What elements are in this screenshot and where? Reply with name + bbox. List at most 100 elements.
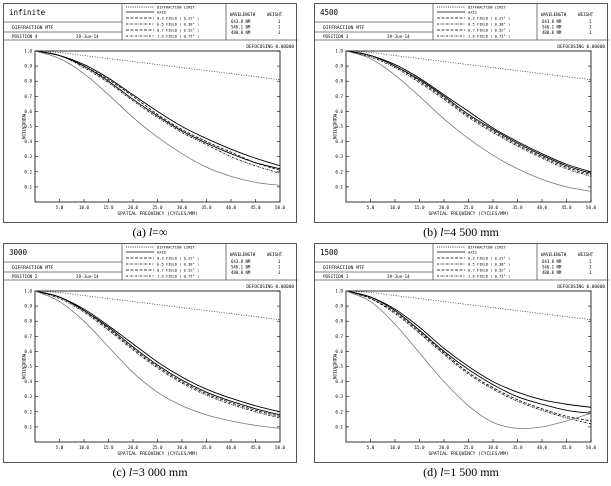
x-tick-label: 5.0 bbox=[56, 205, 64, 210]
date-label: 29-Jun-14 bbox=[76, 34, 99, 39]
y-tick-label: 0.4 bbox=[335, 379, 343, 384]
mtf-series-line bbox=[34, 290, 281, 321]
legend-entry: 0.5 FIELD ( 0.38° ) bbox=[468, 23, 510, 27]
y-axis-label: MODULATION bbox=[332, 114, 337, 140]
y-tick-label: 0.6 bbox=[335, 349, 343, 354]
legend-entry: DIFFRACTION LIMIT bbox=[157, 6, 196, 10]
wavelength-header: WAVELENGTH bbox=[230, 12, 256, 17]
mtf-series-line bbox=[345, 290, 592, 422]
y-tick-label: 0.4 bbox=[335, 139, 343, 144]
configuration-label: 4500 bbox=[320, 8, 339, 17]
x-axis-label: SPATIAL FREQUENCY (CYCLES/MM) bbox=[117, 451, 197, 457]
y-tick-label: 1.0 bbox=[24, 289, 32, 294]
legend-entry: AXIS bbox=[468, 11, 477, 15]
chart-title: DIFFRACTION MTF bbox=[12, 25, 54, 31]
x-tick-label: 35.0 bbox=[201, 205, 212, 210]
y-tick-label: 0.3 bbox=[335, 154, 343, 159]
weight-value: 1 bbox=[589, 265, 592, 270]
x-tick-label: 50.0 bbox=[275, 205, 286, 210]
caption-prefix: (b) bbox=[423, 225, 441, 239]
weight-value: 1 bbox=[589, 259, 592, 264]
legend-entry: 0.7 FIELD ( 0.52° ) bbox=[468, 269, 510, 273]
weight-value: 1 bbox=[589, 270, 592, 275]
mtf-chart-svg: 4500 DIFFRACTION MTF POSITION 3 29-Jun-14 DI… bbox=[315, 4, 609, 217]
mtf-series-line bbox=[34, 50, 281, 171]
y-tick-label: 0.7 bbox=[335, 94, 343, 99]
mtf-series-line bbox=[345, 50, 592, 173]
x-tick-label: 45.0 bbox=[250, 445, 261, 450]
caption-prefix: (d) bbox=[423, 465, 441, 479]
y-tick-label: 0.9 bbox=[335, 304, 343, 309]
x-tick-label: 45.0 bbox=[561, 205, 572, 210]
legend-entry: 0.3 FIELD ( 0.22° ) bbox=[157, 257, 199, 261]
wavelength-header: WAVELENGTH bbox=[541, 252, 567, 257]
mtf-series-line bbox=[345, 50, 592, 174]
wavelength-value: 643.8 NM bbox=[231, 19, 251, 24]
caption-value: =1 500 mm bbox=[443, 465, 499, 479]
y-tick-label: 0.3 bbox=[24, 154, 32, 159]
weight-value: 1 bbox=[589, 30, 592, 35]
weight-value: 1 bbox=[278, 19, 281, 24]
legend-entry: 0.3 FIELD ( 0.22° ) bbox=[468, 257, 510, 261]
legend-entry: DIFFRACTION LIMIT bbox=[468, 246, 507, 250]
caption-prefix: (c) bbox=[112, 465, 129, 479]
mtf-panel: 4500 DIFFRACTION MTF POSITION 3 29-Jun-14 DI… bbox=[314, 3, 609, 223]
caption-prefix: (a) bbox=[132, 225, 149, 239]
configuration-label: 3000 bbox=[9, 248, 28, 257]
x-tick-label: 20.0 bbox=[128, 445, 139, 450]
legend-entry: 1.0 FIELD ( 0.75° ) bbox=[157, 35, 199, 39]
y-tick-label: 0.6 bbox=[24, 349, 32, 354]
wavelength-value: 480.0 NM bbox=[231, 30, 251, 35]
y-tick-label: 0.5 bbox=[24, 124, 32, 129]
weight-value: 1 bbox=[589, 25, 592, 30]
defocusing-label: DEFOCUSING 0.00000 bbox=[246, 284, 294, 290]
position-label: POSITION 4 bbox=[12, 34, 38, 39]
x-tick-label: 10.0 bbox=[79, 205, 90, 210]
mtf-series-line bbox=[345, 290, 592, 321]
x-axis-label: SPATIAL FREQUENCY (CYCLES/MM) bbox=[428, 451, 508, 457]
weight-value: 1 bbox=[589, 19, 592, 24]
mtf-panel: 1500 DIFFRACTION MTF POSITION 1 29-Jun-14 DI… bbox=[314, 243, 609, 463]
x-tick-label: 50.0 bbox=[275, 445, 286, 450]
y-tick-label: 1.0 bbox=[335, 49, 343, 54]
position-label: POSITION 1 bbox=[323, 274, 349, 279]
mtf-series-line bbox=[345, 290, 592, 414]
mtf-series-line bbox=[34, 290, 281, 429]
x-tick-label: 45.0 bbox=[250, 205, 261, 210]
date-label: 29-Jun-14 bbox=[387, 274, 410, 279]
wavelength-header: WAVELENGTH bbox=[541, 12, 567, 17]
y-tick-label: 0.9 bbox=[335, 64, 343, 69]
caption-value: =3 000 mm bbox=[132, 465, 188, 479]
legend-entry: 0.3 FIELD ( 0.22° ) bbox=[157, 17, 199, 21]
legend-entry: 0.7 FIELD ( 0.52° ) bbox=[157, 29, 199, 33]
x-tick-label: 10.0 bbox=[79, 445, 90, 450]
y-axis-label: MODULATION bbox=[21, 114, 26, 140]
x-tick-label: 30.0 bbox=[177, 205, 188, 210]
wavelength-value: 546.1 NM bbox=[231, 265, 251, 270]
date-label: 29-Jun-14 bbox=[387, 34, 410, 39]
defocusing-label: DEFOCUSING 0.00000 bbox=[246, 44, 294, 50]
y-tick-label: 0.1 bbox=[24, 184, 32, 189]
mtf-series-line bbox=[34, 290, 281, 413]
x-tick-label: 35.0 bbox=[512, 205, 523, 210]
weight-value: 1 bbox=[278, 25, 281, 30]
mtf-series-line bbox=[345, 50, 592, 192]
weight-header: WEIGHT bbox=[578, 252, 594, 257]
x-tick-label: 20.0 bbox=[439, 445, 450, 450]
header-box bbox=[4, 244, 298, 281]
wavelength-value: 643.8 NM bbox=[542, 19, 562, 24]
mtf-chart-svg: 1500 DIFFRACTION MTF POSITION 1 29-Jun-14 DI… bbox=[315, 244, 609, 457]
x-tick-label: 40.0 bbox=[226, 205, 237, 210]
y-tick-label: 0.5 bbox=[335, 124, 343, 129]
y-tick-label: 0.7 bbox=[24, 334, 32, 339]
x-tick-label: 10.0 bbox=[390, 445, 401, 450]
header-box bbox=[315, 244, 609, 281]
legend-entry: DIFFRACTION LIMIT bbox=[157, 246, 196, 250]
weight-value: 1 bbox=[278, 30, 281, 35]
wavelength-value: 546.1 NM bbox=[542, 265, 562, 270]
y-tick-label: 0.3 bbox=[24, 394, 32, 399]
legend-entry: 0.3 FIELD ( 0.22° ) bbox=[468, 17, 510, 21]
mtf-series-line bbox=[34, 50, 281, 174]
x-tick-label: 10.0 bbox=[390, 205, 401, 210]
